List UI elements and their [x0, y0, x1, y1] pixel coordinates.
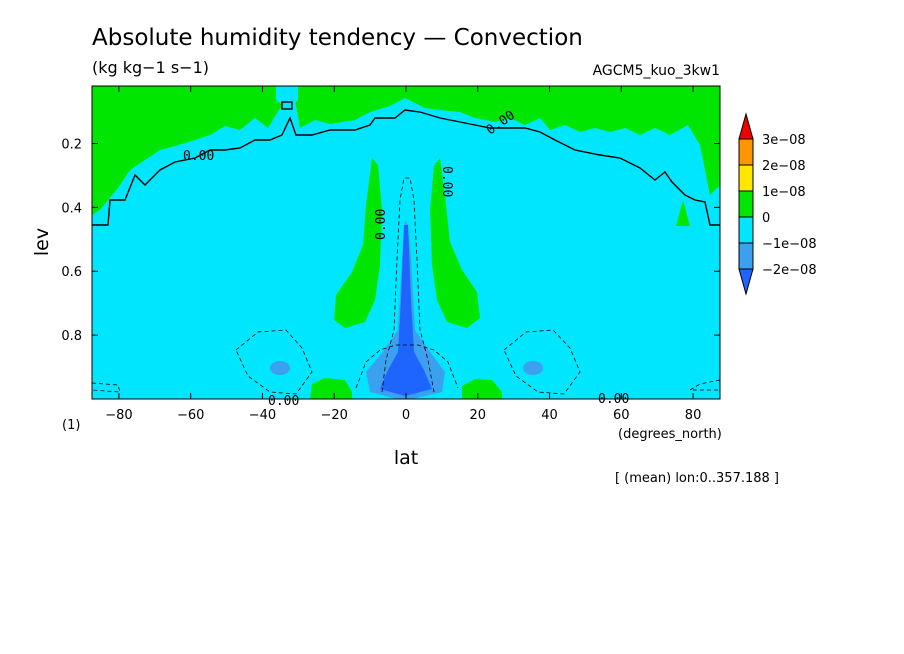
contour-subtrop-north	[503, 329, 581, 395]
x-tick-label: 80	[685, 408, 702, 423]
colorbar-extend-bottom	[738, 268, 754, 296]
contour-zero-box	[281, 101, 293, 110]
colorbar-swatch	[738, 216, 754, 244]
negative-contours	[91, 177, 721, 395]
colorbar-label: −2e−08	[762, 263, 817, 278]
contour-core-wide	[355, 344, 459, 389]
x-tick-label: 0	[402, 408, 410, 423]
x-tick-label: −60	[177, 408, 204, 423]
contour-zero-upper	[92, 109, 720, 226]
colorbar-label: 3e−08	[762, 133, 806, 148]
x-tick-label: −40	[249, 408, 276, 423]
moist-column-south	[334, 158, 382, 328]
y-tick-label: 0.2	[61, 137, 82, 152]
bottom-moist-lobe-north	[462, 379, 502, 399]
model-label: AGCM5_kuo_3kw1	[593, 63, 720, 79]
colorbar-swatch	[738, 138, 754, 166]
moist-triangle-north	[676, 200, 690, 226]
x-axis: −80 −60 −40 −20 0 20 40 60 80	[105, 86, 701, 423]
zero-contours	[92, 101, 720, 226]
subtropical-cell-south	[270, 361, 290, 375]
y-axis: 0.2 0.4 0.6 0.8	[61, 137, 720, 344]
x-tick-label: −20	[321, 408, 348, 423]
colorbar-label: 2e−08	[762, 159, 806, 174]
colorbar-label: 0	[762, 211, 770, 226]
contour-edge-south	[91, 382, 121, 393]
contour-core-outer	[381, 177, 435, 393]
contour-edge-north	[688, 379, 721, 391]
contour-label: 0.00	[268, 394, 299, 409]
x-tick-label: 60	[613, 408, 630, 423]
moist-column-north	[430, 158, 480, 328]
colorbar-label: −1e−08	[762, 237, 817, 252]
subtropical-cell-north	[523, 361, 543, 375]
x-tick-label: −80	[105, 408, 132, 423]
page-number: (1)	[62, 418, 80, 433]
contour-label: 0.00	[183, 149, 214, 164]
tropical-core-deep	[380, 225, 432, 396]
colorbar: 3e−08 2e−08 1e−08 0 −1e−08 −2e−08	[738, 112, 817, 296]
x-axis-units: (degrees_north)	[618, 427, 722, 442]
y-axis-label: lev	[31, 228, 53, 256]
colorbar-swatch	[738, 190, 754, 218]
x-axis-label: lat	[394, 447, 418, 469]
x-tick-label: 40	[541, 408, 558, 423]
colorbar-swatch	[738, 242, 754, 270]
bottom-moist-lobe-south	[310, 378, 352, 399]
colorbar-label: 1e−08	[762, 185, 806, 200]
contour-label: 0.00	[439, 166, 454, 197]
contour-subtrop-south	[235, 329, 313, 395]
units-label: (kg kg−1 s−1)	[92, 58, 209, 77]
chart-title: Absolute humidity tendency — Convection	[92, 25, 583, 51]
x-tick-label: 20	[469, 408, 486, 423]
mean-note: [ (mean) lon:0..357.188 ]	[615, 471, 779, 486]
contour-label: 0.00	[374, 209, 389, 240]
y-tick-label: 0.4	[61, 201, 82, 216]
colorbar-extend-top	[738, 112, 754, 140]
plot-area: 0.00 0.00 0.00 0.00 0.00 0.00	[91, 85, 721, 409]
y-tick-label: 0.8	[61, 329, 82, 344]
y-tick-label: 0.6	[61, 265, 82, 280]
colorbar-swatch	[738, 164, 754, 192]
upper-moist-band	[92, 86, 720, 215]
